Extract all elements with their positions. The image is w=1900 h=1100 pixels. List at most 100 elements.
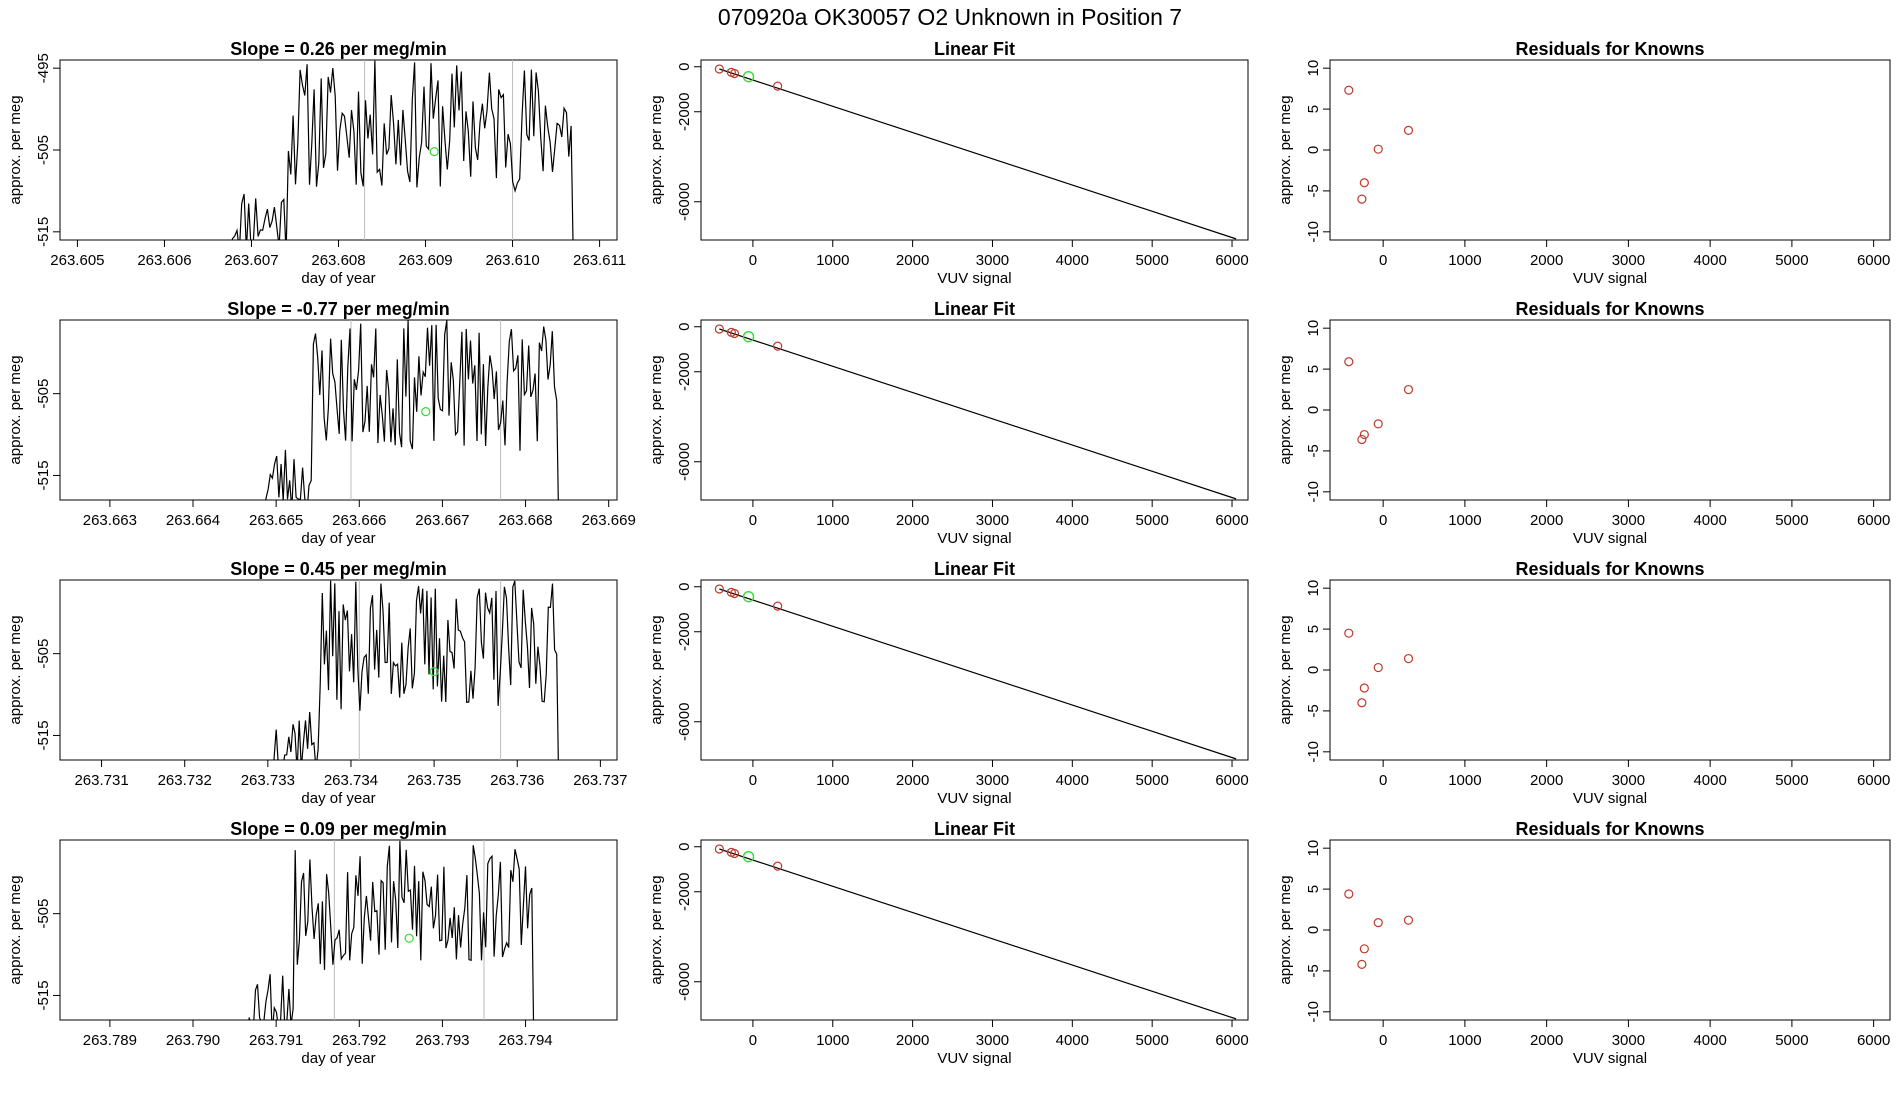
x-axis-label: day of year [301, 270, 375, 287]
page-title: 070920a OK30057 O2 Unknown in Position 7 [718, 4, 1182, 30]
y-tick-label: -2000 [676, 353, 693, 391]
x-tick-label: 2000 [896, 512, 929, 529]
x-axis-label: VUV signal [937, 530, 1011, 547]
y-tick-label: -10 [1305, 221, 1322, 243]
x-tick-label: 5000 [1775, 252, 1808, 269]
plot-frame [700, 839, 1249, 1021]
x-axis-label: day of year [301, 530, 375, 547]
y-tick-label: 0 [1305, 146, 1322, 154]
known-point [1344, 85, 1354, 95]
unknown-point [742, 590, 755, 603]
known-point [714, 324, 724, 334]
y-axis-label: approx. per meg [1277, 615, 1294, 724]
y-axis-label: approx. per meg [7, 355, 24, 464]
unknown-point [429, 147, 439, 157]
known-point [714, 584, 724, 594]
y-tick-label: -505 [35, 899, 52, 929]
plot-frame [59, 319, 618, 501]
x-tick-label: 2000 [1530, 772, 1563, 789]
unknown-point [421, 407, 431, 417]
x-tick-label: 1000 [816, 772, 849, 789]
known-point [773, 601, 783, 611]
y-tick-label: 0 [676, 583, 693, 591]
data-series-line [231, 60, 574, 240]
x-tick-label: 263.610 [485, 252, 539, 269]
y-tick-label: -6000 [676, 183, 693, 221]
panel-2-3: Residuals for Knowns 0 1000 2000 3000 4000 500… [1277, 299, 1891, 547]
y-tick-label: 0 [676, 63, 693, 71]
y-tick-label: -5 [1305, 704, 1322, 717]
x-tick-label: 3000 [1612, 252, 1645, 269]
y-tick-label: -6000 [676, 443, 693, 481]
x-axis-label: VUV signal [937, 1050, 1011, 1067]
plot-area [1344, 85, 1414, 204]
y-tick-label: -2000 [676, 613, 693, 651]
x-tick-label: 5000 [1775, 772, 1808, 789]
plot-frame [1329, 59, 1891, 241]
x-tick-label: 263.611 [573, 252, 626, 269]
y-tick-label: 5 [1305, 625, 1322, 633]
unknown-point [429, 667, 439, 677]
x-tick-label: 1000 [816, 252, 849, 269]
y-tick-label: -5 [1305, 444, 1322, 457]
x-tick-label: 2000 [1530, 1032, 1563, 1049]
x-tick-label: 2000 [1530, 512, 1563, 529]
y-tick-label: -5 [1305, 964, 1322, 977]
x-axis-label: day of year [301, 1050, 375, 1067]
x-tick-label: 0 [749, 772, 757, 789]
panel-title: Slope = 0.26 per meg/min [230, 39, 447, 59]
y-axis-label: approx. per meg [7, 95, 24, 204]
panel-1-2: Linear Fit 0 1000 2000 3000 4000 5000 6000 0 -200… [648, 39, 1249, 287]
y-axis-label: approx. per meg [1277, 355, 1294, 464]
plot-frame [700, 579, 1249, 761]
y-tick-label: -2000 [676, 873, 693, 911]
fit-line [719, 68, 1237, 240]
plot-area [1344, 357, 1414, 445]
x-axis-label: VUV signal [937, 790, 1011, 807]
plot-area [1344, 628, 1414, 708]
known-point [1357, 959, 1367, 969]
unknown-point [404, 933, 414, 943]
x-tick-label: 3000 [976, 512, 1009, 529]
unknown-point [742, 330, 755, 343]
x-tick-label: 263.790 [166, 1032, 220, 1049]
x-tick-label: 6000 [1857, 512, 1890, 529]
x-tick-label: 263.792 [332, 1032, 386, 1049]
x-tick-label: 6000 [1215, 252, 1248, 269]
x-tick-label: 263.665 [249, 512, 303, 529]
x-tick-label: 3000 [976, 252, 1009, 269]
x-tick-label: 3000 [1612, 512, 1645, 529]
unknown-point [742, 850, 755, 863]
y-tick-label: 0 [676, 843, 693, 851]
x-tick-label: 263.667 [415, 512, 469, 529]
panel-title: Linear Fit [934, 299, 1015, 319]
x-tick-label: 6000 [1857, 772, 1890, 789]
data-series-line [265, 320, 559, 500]
x-tick-label: 263.737 [573, 772, 627, 789]
x-tick-label: 263.668 [498, 512, 552, 529]
y-tick-label: -10 [1305, 1001, 1322, 1023]
plot-frame [1329, 579, 1891, 761]
x-tick-label: 3000 [1612, 772, 1645, 789]
y-tick-label: 10 [1305, 580, 1322, 597]
y-tick-label: 0 [1305, 406, 1322, 414]
known-point [1359, 683, 1369, 693]
x-tick-label: 263.736 [490, 772, 544, 789]
known-point [1344, 357, 1354, 367]
y-axis-label: approx. per meg [648, 875, 665, 984]
y-axis-label: approx. per meg [7, 875, 24, 984]
panel-title: Linear Fit [934, 39, 1015, 59]
known-point [773, 81, 783, 91]
y-axis-label: approx. per meg [648, 95, 665, 204]
x-tick-label: 3000 [976, 772, 1009, 789]
x-tick-label: 1000 [1448, 1032, 1481, 1049]
x-tick-label: 1000 [1448, 512, 1481, 529]
plot-area [714, 584, 1237, 760]
x-axis-label: day of year [301, 790, 375, 807]
known-point [1373, 419, 1383, 429]
x-tick-label: 0 [1379, 512, 1387, 529]
y-tick-label: -10 [1305, 481, 1322, 503]
x-tick-label: 5000 [1135, 512, 1168, 529]
x-tick-label: 263.664 [166, 512, 220, 529]
